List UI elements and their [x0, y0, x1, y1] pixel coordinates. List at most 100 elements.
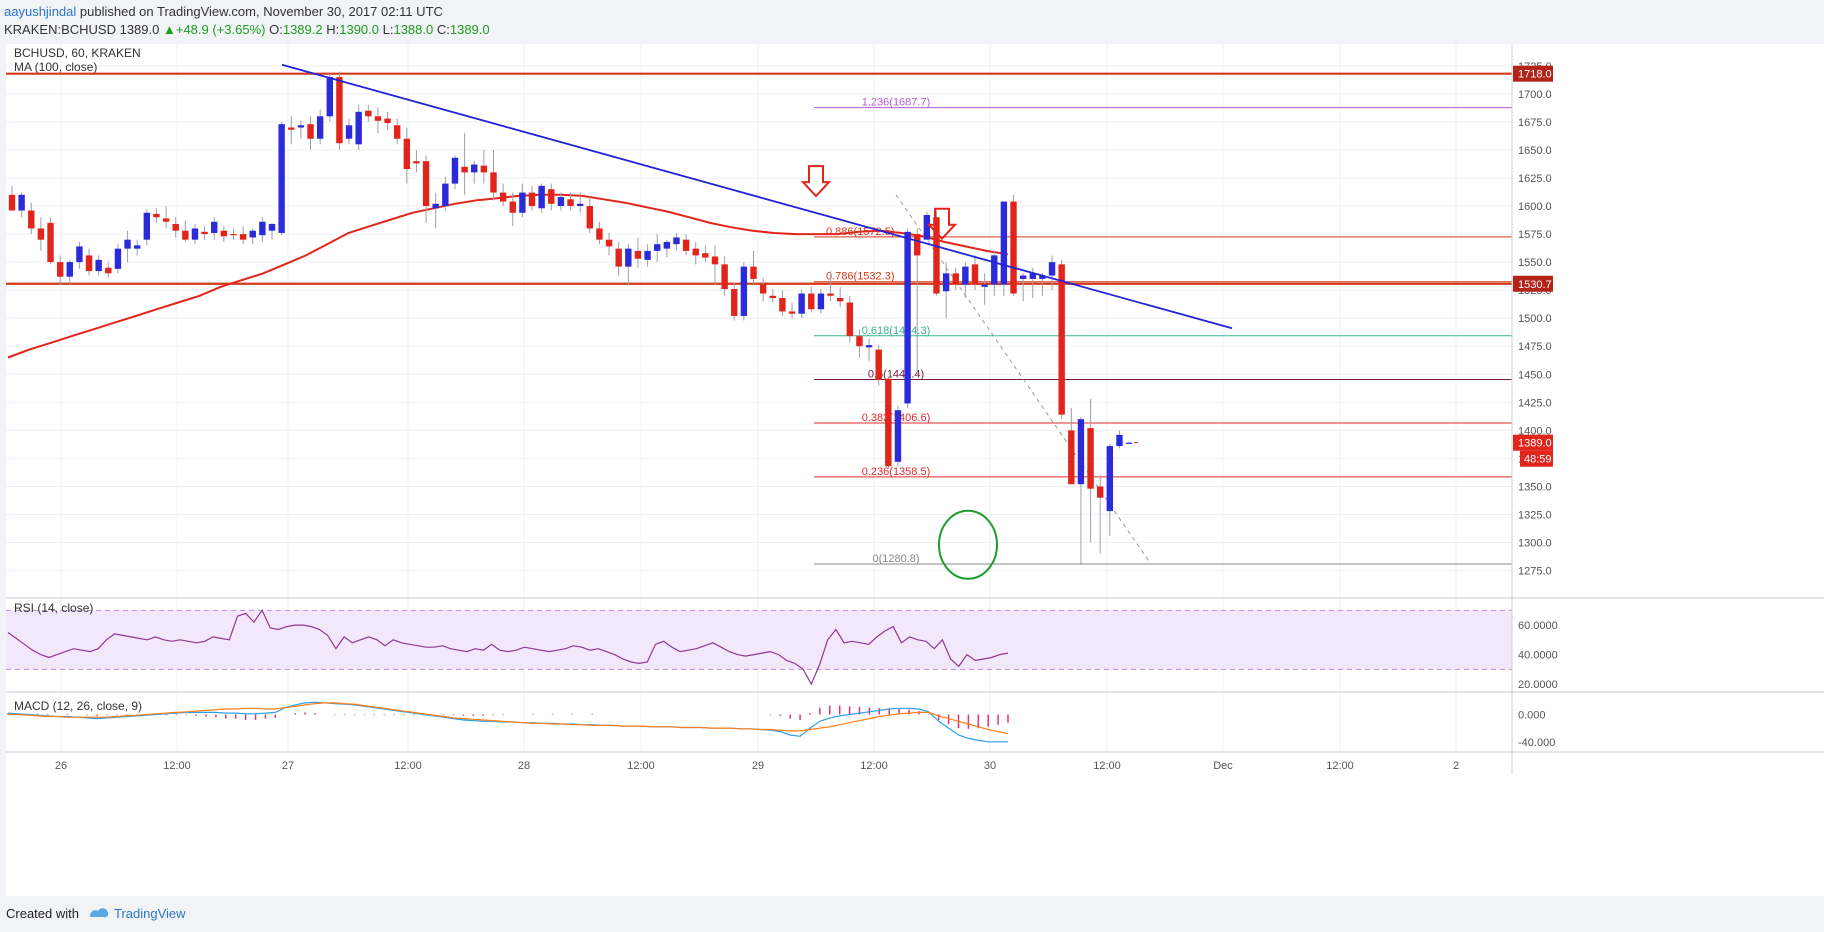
candle-body — [1000, 201, 1008, 285]
fib-level-label: 0(1280.8) — [872, 553, 919, 565]
candle-body — [1039, 275, 1046, 279]
candle-body — [769, 295, 776, 299]
open-label: O: — [269, 22, 283, 37]
candle-body — [673, 237, 680, 245]
rsi-pane — [6, 609, 1512, 686]
candle-body — [365, 110, 372, 117]
candle-body — [779, 298, 786, 312]
candle-body — [942, 273, 950, 292]
candle-body — [750, 266, 757, 279]
candle-body — [1029, 273, 1036, 279]
trading-chart[interactable]: 1.236(1687.7)0.886(1572.5)0.786(1532.3)0… — [6, 44, 1824, 896]
candle-body — [519, 192, 526, 213]
chart-background — [6, 44, 1824, 896]
rsi-title: RSI (14, close) — [14, 601, 93, 615]
candle-body — [422, 161, 430, 207]
candle-body — [326, 77, 333, 117]
time-tick-label: 12:00 — [627, 760, 655, 772]
candle-body — [172, 223, 179, 231]
candle-body — [162, 218, 170, 222]
candle-body — [557, 197, 565, 207]
ohlc-line: KRAKEN:BCHUSD 1389.0 ▲+48.9 (+3.65%) O:1… — [4, 22, 490, 37]
candle-body — [846, 302, 854, 337]
candle-body — [384, 118, 391, 124]
time-tick-label: 27 — [282, 760, 294, 772]
candle-body — [788, 311, 796, 314]
candle-body — [461, 166, 468, 173]
candle-body — [451, 157, 459, 184]
candle-body — [856, 336, 863, 347]
candle-body — [297, 125, 305, 128]
candle-body — [962, 266, 969, 285]
candle-body — [654, 244, 661, 251]
macd-pane — [7, 701, 1009, 743]
candle-body — [692, 248, 699, 256]
price-tick-label: 1500.0 — [1518, 313, 1552, 325]
candle-body — [316, 116, 324, 139]
price-tick-label: 1300.0 — [1518, 538, 1552, 550]
candle-body — [471, 164, 478, 173]
candle-body — [798, 293, 805, 314]
symbol-label: KRAKEN:BCHUSD — [4, 22, 116, 37]
candle-body — [702, 253, 709, 258]
candle-body — [18, 194, 25, 211]
price-tick-label: 1325.0 — [1518, 509, 1552, 521]
candle-body — [432, 203, 439, 209]
candle-body — [991, 255, 998, 285]
author-link[interactable]: aayushjindal — [4, 4, 77, 19]
candle-body — [894, 410, 902, 462]
low-value: 1388.0 — [393, 22, 434, 37]
price-level-tag — [1513, 275, 1553, 292]
time-tick-label: 26 — [55, 760, 67, 772]
candle-body — [711, 256, 719, 265]
candle-body — [442, 183, 449, 207]
time-tick-label: 12:00 — [394, 760, 422, 772]
price-tick-label: 1350.0 — [1518, 481, 1552, 493]
candle-body — [85, 255, 93, 272]
current-price-tag — [1513, 434, 1553, 451]
price-tick-label: 1275.0 — [1518, 566, 1552, 578]
candle-body — [971, 264, 979, 285]
candle-body — [663, 241, 671, 249]
candle-body — [239, 234, 247, 240]
close-label: C: — [436, 22, 450, 37]
ma100-line — [7, 193, 1009, 359]
time-tick-label: 12:00 — [1093, 760, 1121, 772]
macd-signal-line — [8, 702, 1009, 735]
candle-body — [191, 228, 199, 240]
ma-indicator-label: MA (100, close) — [14, 60, 97, 74]
candle-body — [981, 284, 988, 287]
high-value: 1390.0 — [339, 22, 379, 37]
chart-title: BCHUSD, 60, KRAKEN — [14, 46, 141, 60]
candle-body — [211, 221, 218, 233]
candle-body — [114, 248, 122, 269]
time-tick-label: 30 — [984, 760, 996, 772]
price-tick-label: 1700.0 — [1518, 89, 1552, 101]
candle-body — [95, 259, 102, 272]
time-tick-label: 12:00 — [163, 760, 191, 772]
price-level-tag — [1513, 65, 1553, 82]
candle-body — [836, 298, 844, 302]
published-text: published on TradingView.com, November 3… — [76, 4, 443, 19]
candle-body — [1125, 442, 1133, 444]
candle-body — [1106, 446, 1114, 512]
time-tick-label: 28 — [518, 760, 530, 772]
candle-body — [538, 185, 545, 209]
candle-body — [28, 210, 35, 229]
candle-body — [740, 266, 748, 316]
candle-body — [413, 161, 420, 164]
fib-level-label: 0.618(1484.3) — [862, 325, 931, 337]
price-tick-label: 1650.0 — [1518, 145, 1552, 157]
candle-body — [634, 250, 642, 259]
tradingview-logo-icon — [90, 908, 109, 918]
time-tick-label: 29 — [752, 760, 764, 772]
candle-body — [394, 125, 401, 139]
time-tick-label: 12:00 — [860, 760, 888, 772]
candle-body — [731, 289, 738, 316]
candle-body — [76, 246, 83, 263]
candle-body — [1019, 275, 1027, 279]
rsi-line — [7, 609, 1009, 686]
candle-body — [355, 111, 362, 145]
rsi-tick-label: 40.0000 — [1518, 650, 1558, 662]
tradingview-link[interactable]: TradingView — [114, 906, 186, 921]
